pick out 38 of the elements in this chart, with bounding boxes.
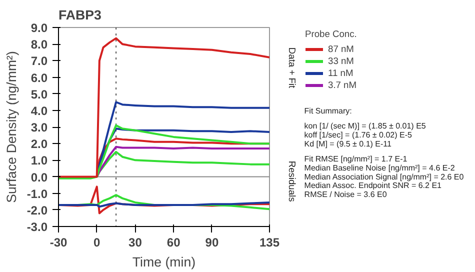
text: Residuals (287, 160, 298, 202)
chart-title: FABP3 (58, 8, 102, 22)
x-tick-label: 0 (94, 236, 101, 250)
y-tick-label: 6.0 (30, 70, 48, 85)
y-tick-label: 7.0 (30, 54, 48, 68)
text: Median Association Signal [ng/mm²] = 2.6 E0 (304, 172, 464, 182)
text: Kd [M] = (9.5 ± 0.1) E-11 (304, 139, 392, 148)
x-tick-label: -30 (50, 236, 68, 250)
text: Median Assoc. Endpoint SNR = 6.2 E1 (304, 181, 442, 190)
text: Median Baseline Noise [ng/mm²] = 4.6 E-2 (304, 163, 456, 172)
x-tick-label: 90 (205, 236, 219, 250)
y-tick-label: 3.0 (30, 120, 48, 134)
y-tick-label: -2.0 (26, 203, 48, 218)
y-axis-title: Surface Density (ng/mm²) (4, 51, 19, 203)
legend-label: 11 nM (328, 68, 354, 78)
x-tick-label: 60 (166, 236, 181, 250)
x-tick-label: 30 (128, 236, 142, 250)
x-axis-title: Time (min) (132, 254, 196, 270)
y-tick-label: 2.0 (30, 137, 48, 152)
x-tick-label: 135 (259, 236, 280, 250)
y-tick-label: 5.0 (30, 87, 48, 102)
y-tick-label: 1.0 (30, 154, 48, 168)
legend-label: 33 nM (328, 56, 354, 66)
text: Fit Summary: (304, 106, 352, 116)
legend-label: 87 nM (328, 44, 354, 54)
y-tick-label: 8.0 (30, 38, 48, 52)
text: RMSE / Noise = 3.6 E0 (304, 190, 388, 200)
y-tick-label: 0.0 (30, 170, 48, 184)
y-tick-label: -3.0 (26, 220, 48, 234)
y-tick-label: -1.0 (26, 186, 48, 201)
y-tick-label: 4.0 (30, 104, 48, 118)
text: Fit RMSE [ng/mm²] = 1.7 E-1 (304, 154, 408, 164)
y-tick-label: 9.0 (30, 21, 48, 35)
text: kon [1/ (sec M)] = (1.85 ± 0.01) E5 (304, 122, 426, 131)
legend-label: 3.7 nM (328, 80, 357, 90)
legend-title: Probe Conc. (305, 29, 357, 39)
text: Data + Fit (287, 47, 298, 89)
text: koff [1/sec] = (1.76 ± 0.02) E-5 (304, 130, 412, 140)
